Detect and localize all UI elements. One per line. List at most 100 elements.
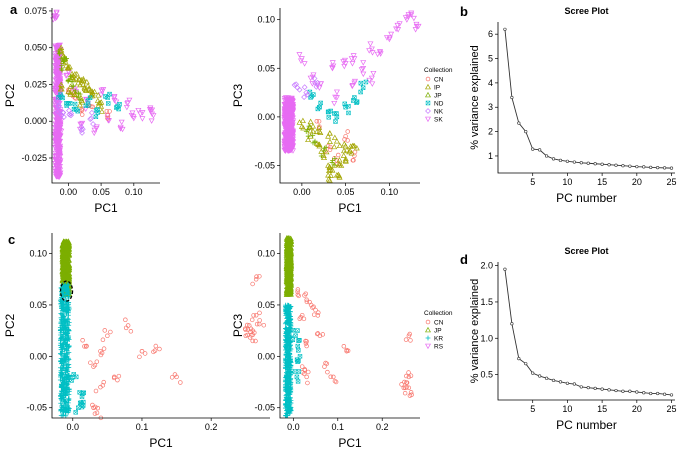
x-tick-label: 0.0 xyxy=(67,422,80,432)
point-kr xyxy=(287,362,293,368)
point-ip xyxy=(299,117,306,124)
point-nk xyxy=(296,86,303,93)
point-sk xyxy=(53,9,60,16)
point-sk xyxy=(139,116,146,122)
point-kr xyxy=(284,319,290,325)
point-kr xyxy=(63,329,69,335)
point-ip xyxy=(79,99,86,105)
scree-point xyxy=(586,386,590,390)
point-nd xyxy=(85,98,91,103)
point-ip xyxy=(80,75,87,82)
point-ip xyxy=(57,47,64,53)
point-kr xyxy=(284,403,289,409)
x-tick-label: 5 xyxy=(530,177,535,187)
point-cn xyxy=(332,378,338,384)
point-sk xyxy=(56,116,63,123)
point-cn xyxy=(295,289,300,294)
point-ip xyxy=(58,44,65,50)
x-tick-label: 20 xyxy=(632,177,642,187)
scree-point xyxy=(517,357,521,361)
point-cn xyxy=(304,343,309,349)
point-kr xyxy=(286,407,291,413)
point-nd xyxy=(315,106,321,112)
point-nd xyxy=(346,110,351,116)
point-kr xyxy=(282,377,288,383)
point-kr xyxy=(284,361,290,367)
point-kr xyxy=(79,404,85,410)
point-sk xyxy=(348,56,355,62)
x-tick-label: 0.00 xyxy=(293,187,311,197)
point-sk xyxy=(282,130,289,136)
point-jp xyxy=(65,261,72,268)
point-jp xyxy=(285,250,292,257)
point-kr xyxy=(283,338,289,344)
scree-point xyxy=(649,165,653,169)
point-cn xyxy=(295,287,301,292)
point-kr xyxy=(285,393,291,398)
point-kr xyxy=(64,337,70,343)
point-jp xyxy=(59,62,65,68)
x-tick-label: 0.00 xyxy=(60,187,78,197)
legend-label-cn: CN xyxy=(434,320,444,327)
point-kr xyxy=(66,387,72,393)
x-axis-label: PC1 xyxy=(338,436,362,450)
point-ip xyxy=(65,64,72,70)
point-nk xyxy=(66,111,73,118)
point-ip xyxy=(333,138,340,144)
point-ip xyxy=(350,142,357,149)
axis-frame xyxy=(279,8,420,184)
y-tick-label: 3 xyxy=(488,102,493,112)
point-sk xyxy=(139,110,146,116)
panel-label-c: c xyxy=(8,232,15,247)
point-kr xyxy=(60,301,65,307)
point-sk xyxy=(351,78,358,85)
point-sk xyxy=(56,148,63,154)
point-sk xyxy=(137,111,144,118)
point-nk xyxy=(303,89,310,96)
point-jp xyxy=(65,251,72,258)
point-sk xyxy=(79,120,86,127)
point-kr xyxy=(284,334,290,340)
point-sk xyxy=(289,98,296,104)
point-sk xyxy=(98,92,105,98)
point-sk xyxy=(52,112,59,118)
x-tick-label: 0.1 xyxy=(136,422,149,432)
point-ip xyxy=(321,154,328,161)
point-ip xyxy=(326,130,333,136)
point-sk xyxy=(53,62,60,69)
point-kr xyxy=(66,320,72,326)
point-cn xyxy=(296,293,301,299)
point-cn xyxy=(101,379,107,385)
point-sk xyxy=(297,58,304,64)
scree-point xyxy=(551,378,556,382)
point-nk xyxy=(314,79,321,86)
point-ip xyxy=(313,128,320,135)
point-sk xyxy=(287,143,294,150)
point-jp xyxy=(304,127,310,133)
point-cn xyxy=(402,379,407,385)
point-cn xyxy=(325,369,330,375)
point-cn xyxy=(313,307,318,313)
point-cn xyxy=(92,411,98,416)
scree-point xyxy=(544,376,549,380)
scree-point xyxy=(565,381,570,385)
point-cn xyxy=(100,337,106,343)
point-sk xyxy=(341,63,348,70)
point-sk xyxy=(301,61,308,67)
point-sk xyxy=(369,50,376,56)
point-sk xyxy=(283,135,290,141)
point-cn xyxy=(299,364,305,369)
scree-point xyxy=(614,388,618,393)
point-jp xyxy=(305,133,311,139)
scree-point xyxy=(538,148,542,152)
point-cn xyxy=(84,343,89,349)
point-cn xyxy=(345,348,351,354)
point-sk xyxy=(281,138,288,145)
point-kr xyxy=(63,292,69,297)
point-kr xyxy=(64,374,70,380)
point-kr xyxy=(58,311,64,317)
legend-label-sk: SK xyxy=(434,117,443,124)
point-kr xyxy=(284,315,290,321)
point-sk xyxy=(367,41,374,47)
